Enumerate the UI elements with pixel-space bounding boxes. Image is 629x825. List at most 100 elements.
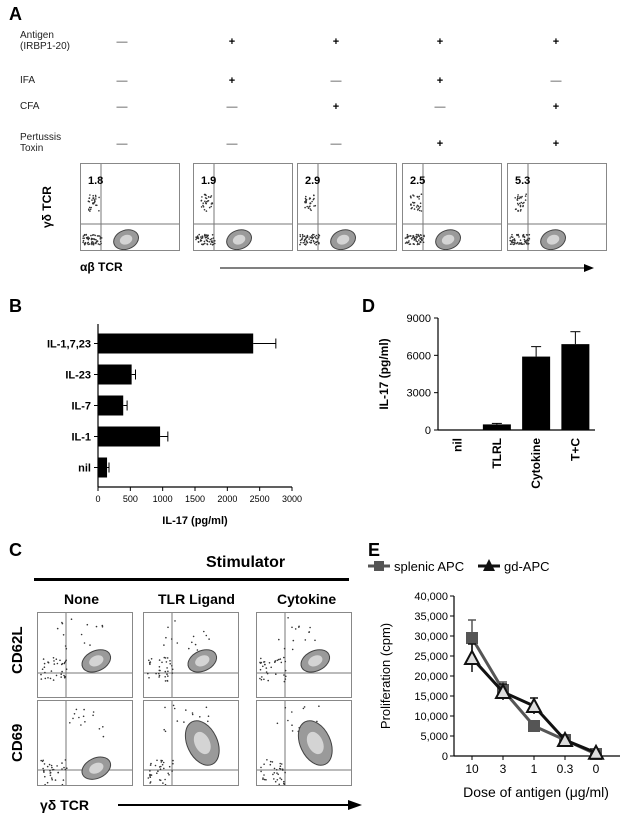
event-dot xyxy=(75,708,78,711)
event-dot xyxy=(204,197,207,199)
flow-plot-svg xyxy=(403,164,501,250)
event-dot xyxy=(101,624,104,627)
event-dot xyxy=(164,680,167,682)
event-dot xyxy=(265,667,268,669)
event-dot xyxy=(416,195,419,198)
event-dot xyxy=(98,728,101,730)
event-dot xyxy=(91,243,93,246)
event-dot xyxy=(78,716,80,719)
event-dot xyxy=(283,647,286,650)
event-dot xyxy=(64,759,67,761)
event-dot xyxy=(149,782,151,784)
event-dot xyxy=(150,658,153,660)
data-point xyxy=(556,730,574,747)
event-dot xyxy=(284,678,287,680)
event-dot xyxy=(283,674,285,676)
event-dot xyxy=(260,657,262,660)
event-dot xyxy=(525,234,528,236)
event-dot xyxy=(89,208,92,211)
event-dot xyxy=(102,726,104,728)
event-dot xyxy=(313,233,315,236)
x-tick-label: 3000 xyxy=(282,494,302,504)
event-dot xyxy=(204,193,207,196)
flow-plot-svg xyxy=(257,613,351,697)
y-tick-label: 9000 xyxy=(407,313,431,325)
treatment-mark: — xyxy=(550,75,562,87)
event-dot xyxy=(262,665,264,668)
category-label: nil xyxy=(451,438,465,452)
bar xyxy=(482,424,511,430)
event-dot xyxy=(95,196,97,198)
flow-plot-svg xyxy=(144,701,238,785)
panel-a-label: A xyxy=(9,4,22,24)
event-dot xyxy=(413,236,415,239)
event-dot xyxy=(313,194,315,197)
event-dot xyxy=(86,242,89,244)
event-dot xyxy=(212,237,215,239)
event-dot xyxy=(194,643,197,646)
event-dot xyxy=(410,204,412,206)
category-label: IL-7 xyxy=(71,401,91,413)
event-dot xyxy=(305,243,307,245)
event-dot xyxy=(96,240,98,242)
flow-plot-svg xyxy=(508,164,606,250)
event-dot xyxy=(99,240,102,243)
x-tick-label: 3 xyxy=(500,762,507,776)
event-dot xyxy=(285,675,287,678)
event-dot xyxy=(150,774,153,776)
event-dot xyxy=(416,236,418,238)
event-dot xyxy=(149,774,151,777)
population-core xyxy=(306,731,324,755)
event-dot xyxy=(525,193,527,195)
event-dot xyxy=(57,771,60,774)
event-dot xyxy=(310,239,312,242)
event-dot xyxy=(149,764,152,766)
event-dot xyxy=(272,773,274,776)
row-label: CD69 xyxy=(9,723,26,762)
event-dot xyxy=(408,240,410,242)
event-dot xyxy=(56,765,58,767)
event-dot xyxy=(43,769,45,772)
y-tick-label: 6000 xyxy=(407,350,431,362)
event-dot xyxy=(163,656,166,659)
event-dot xyxy=(172,762,174,765)
event-dot xyxy=(59,659,61,662)
data-point xyxy=(466,632,478,644)
event-dot xyxy=(41,668,44,670)
event-dot xyxy=(523,243,525,245)
event-dot xyxy=(412,235,415,238)
flow-plot-c xyxy=(143,700,239,786)
event-dot xyxy=(318,705,320,707)
event-dot xyxy=(413,201,416,204)
event-dot xyxy=(413,208,416,210)
event-dot xyxy=(148,677,150,679)
event-dot xyxy=(52,679,55,681)
event-dot xyxy=(303,235,306,237)
event-dot xyxy=(92,238,95,240)
event-dot xyxy=(167,675,169,677)
event-dot xyxy=(197,241,200,243)
event-dot xyxy=(90,237,93,240)
event-dot xyxy=(316,238,318,240)
y-tick-label: 35,000 xyxy=(414,611,448,623)
row-label-1: IFA xyxy=(20,75,36,86)
event-dot xyxy=(314,639,316,642)
event-dot xyxy=(291,711,293,713)
event-dot xyxy=(416,209,419,211)
treatment-mark: — xyxy=(116,138,128,150)
event-dot xyxy=(88,243,91,245)
event-dot xyxy=(420,236,423,239)
event-dot xyxy=(83,237,85,239)
event-dot xyxy=(201,237,204,239)
event-dot xyxy=(520,196,522,199)
event-dot xyxy=(65,647,68,650)
event-dot xyxy=(43,771,45,773)
event-dot xyxy=(264,663,266,666)
y-tick-label: 3000 xyxy=(407,388,431,400)
flow-plot-svg xyxy=(38,613,132,697)
event-dot xyxy=(80,633,83,636)
event-dot xyxy=(166,679,169,682)
event-dot xyxy=(200,206,203,208)
y-tick-label: 40,000 xyxy=(414,591,448,603)
y-tick-label: 20,000 xyxy=(414,671,448,683)
